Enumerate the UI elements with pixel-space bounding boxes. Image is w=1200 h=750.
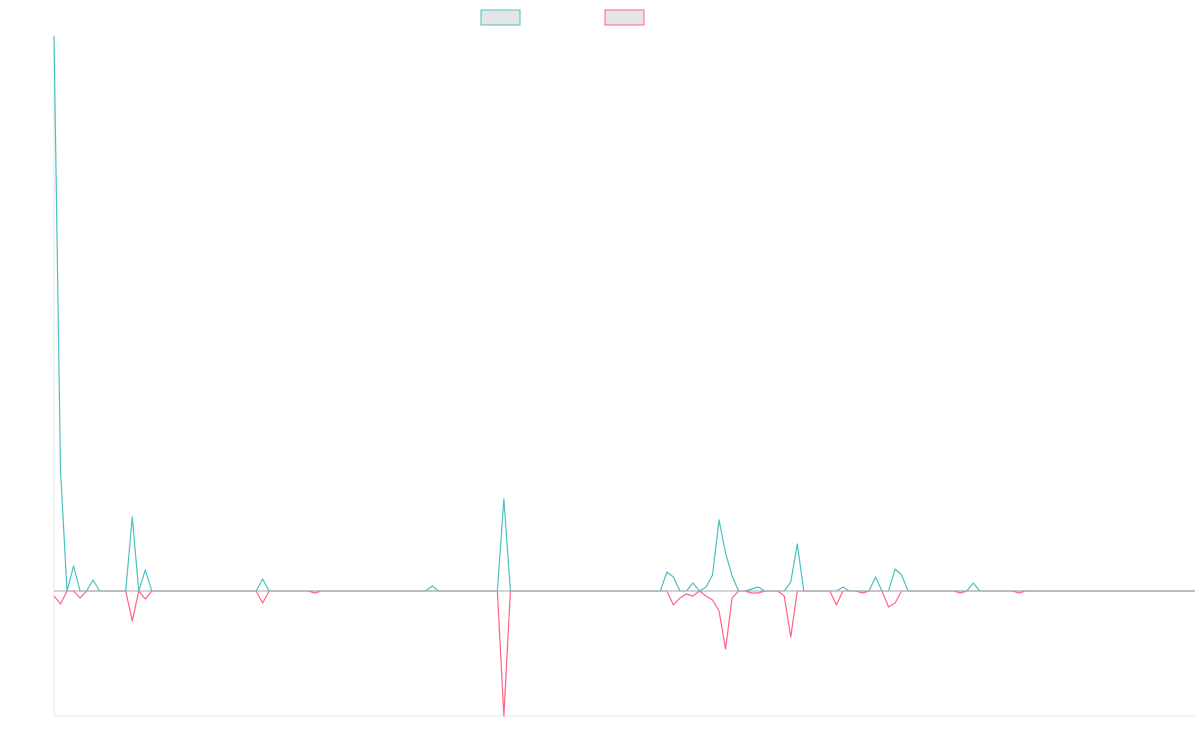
legend-swatch-series-a[interactable] [480, 9, 521, 26]
legend-swatch-series-b[interactable] [604, 9, 645, 26]
legend [480, 9, 645, 26]
plot-area [53, 35, 1195, 717]
series-a-line [53, 35, 1195, 592]
series-b-line [53, 590, 1195, 717]
